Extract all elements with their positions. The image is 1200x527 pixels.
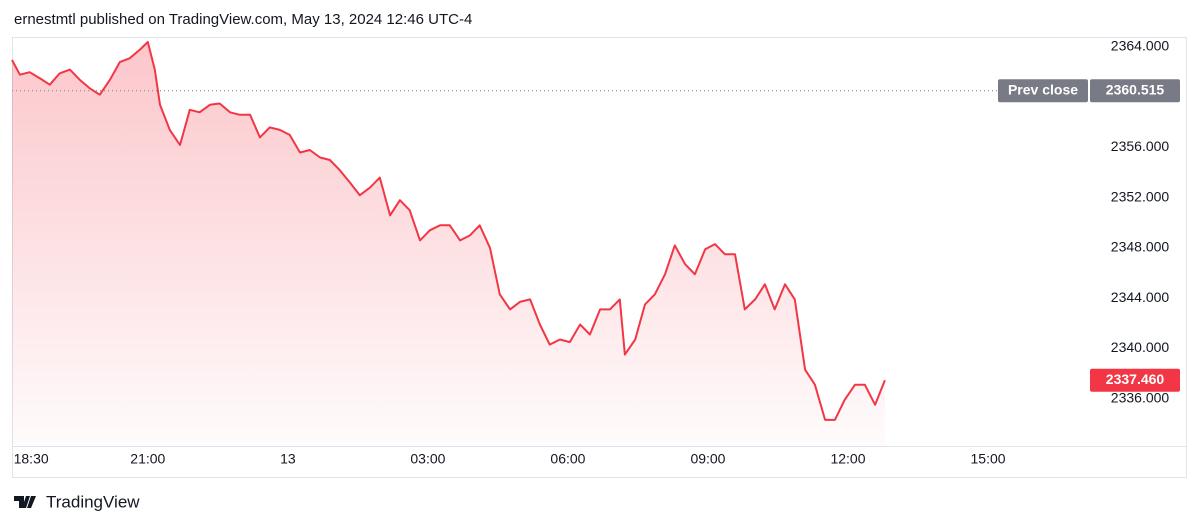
header-title: ernestmtl published on TradingView.com, … [14,11,472,28]
x-tick-label: 13 [280,451,296,467]
y-tick-label: 2356.000 [1111,138,1170,154]
prev-close-name: Prev close [1008,81,1078,97]
x-tick-label: 12:00 [830,451,865,467]
x-tick-label: 18:30 [14,451,49,467]
x-tick-label: 09:00 [690,451,725,467]
logo-icon [14,496,36,508]
x-tick-label: 15:00 [971,451,1006,467]
y-tick-label: 2340.000 [1111,339,1170,355]
y-tick-label: 2336.000 [1111,389,1170,405]
prev-close-name-box [998,79,1088,103]
x-tick-label: 03:00 [410,451,445,467]
prev-close-value: 2360.515 [1106,81,1165,97]
y-tick-label: 2348.000 [1111,239,1170,255]
logo: TradingView [14,492,140,511]
price-line [11,41,886,421]
area-fill [12,42,885,445]
x-tick-label: 21:00 [130,451,165,467]
y-tick-label: 2344.000 [1111,289,1170,305]
plot-area: 2336.000 2340.000 2344.000 2348.000 2352.000… [11,38,1180,467]
last-price-label: 2337.460 [1106,371,1165,387]
last-price-box [1090,368,1180,392]
prev-close-value-box [1090,79,1180,103]
y-tick-label: 2352.000 [1111,188,1170,204]
y-tick-label: 2364.000 [1111,38,1170,54]
source-label: TradingView [46,492,140,511]
x-tick-label: 06:00 [550,451,585,467]
